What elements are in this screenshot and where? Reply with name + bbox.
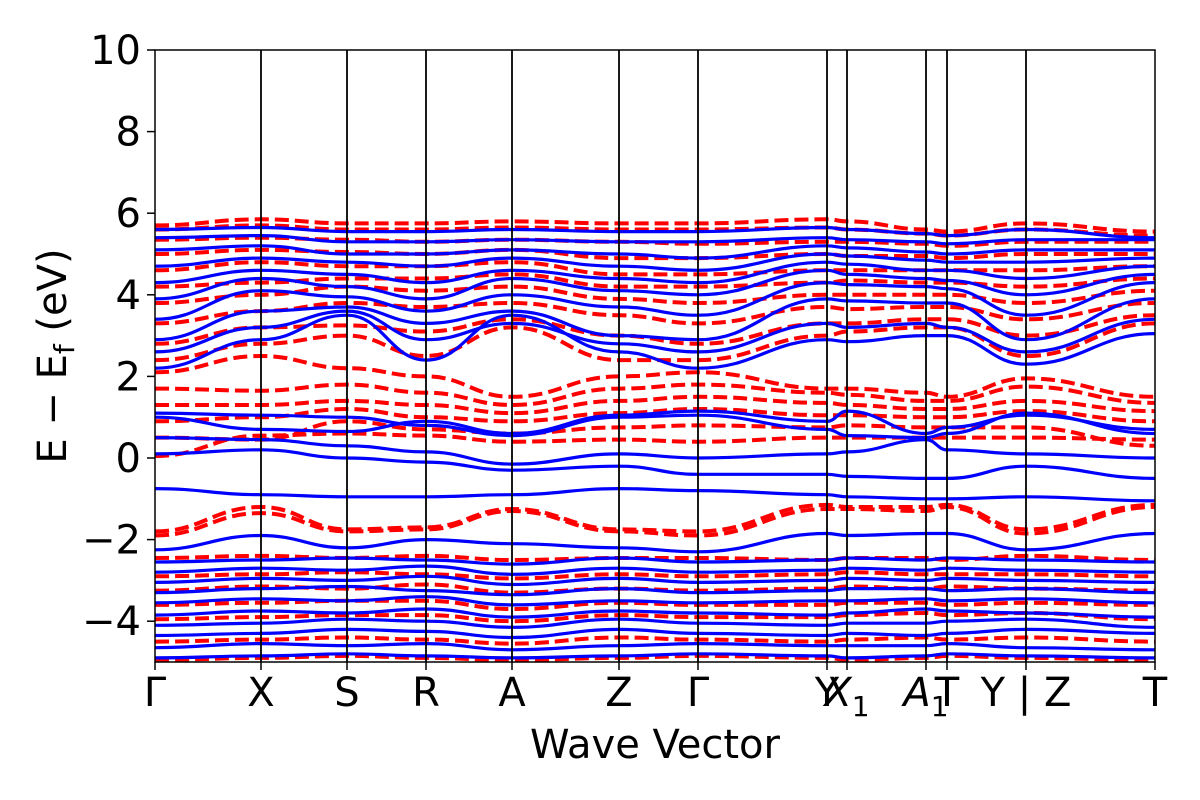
dashed-band-7 <box>155 502 1155 534</box>
y-tick-label: −2 <box>82 518 141 564</box>
plot-frame <box>154 49 1156 663</box>
y-tick-label: 8 <box>116 110 141 156</box>
solid-band-9 <box>155 556 1155 566</box>
solid-band-16 <box>155 313 1155 370</box>
x-tick-label: A <box>498 670 526 716</box>
y-axis-label: E − Ef (eV) <box>30 248 81 463</box>
kpath-break-lines <box>260 50 1027 662</box>
y-tick-label: 6 <box>116 191 141 237</box>
solid-band-11 <box>155 486 1155 503</box>
x-tick-label: X <box>247 670 274 716</box>
dashed-band-10 <box>155 419 1155 448</box>
solid-band-10 <box>155 531 1155 554</box>
x-tick-label: X1 <box>822 670 869 723</box>
x-tick-label: Γ <box>687 670 710 716</box>
x-tick-label: Z <box>605 670 632 716</box>
x-tick-label: R <box>412 670 440 716</box>
x-axis-label: Wave Vector <box>530 722 781 768</box>
solid-band-7 <box>155 574 1155 587</box>
x-tick-label: Y | Z <box>980 670 1072 716</box>
dashed-band-15 <box>155 321 1155 363</box>
x-tick-label: T <box>934 670 960 716</box>
solid-band-3 <box>155 617 1155 629</box>
y-tick-label: 4 <box>116 273 141 319</box>
solid-band-1 <box>155 641 1155 652</box>
y-axis-ticks: −4 −2 0 2 4 6 8 10 <box>82 28 155 645</box>
x-tick-label: Y <box>814 670 840 716</box>
dashed-band-8 <box>155 504 1155 538</box>
y-tick-label: 10 <box>90 28 141 74</box>
x-tick-label: Γ <box>144 670 167 716</box>
x-tick-label: T <box>1142 670 1168 716</box>
x-tick-label: S <box>334 670 359 716</box>
x-tick-label: A1 <box>900 670 948 723</box>
y-tick-label: 2 <box>116 354 141 400</box>
dashed-band-5 <box>155 570 1155 581</box>
y-tick-label: −4 <box>82 599 141 645</box>
solid-band-17 <box>155 309 1155 354</box>
dashed-band-1 <box>155 635 1155 646</box>
bands-layer <box>155 217 1155 662</box>
y-tick-label: 0 <box>116 436 141 482</box>
dashed-band-14 <box>155 353 1155 399</box>
